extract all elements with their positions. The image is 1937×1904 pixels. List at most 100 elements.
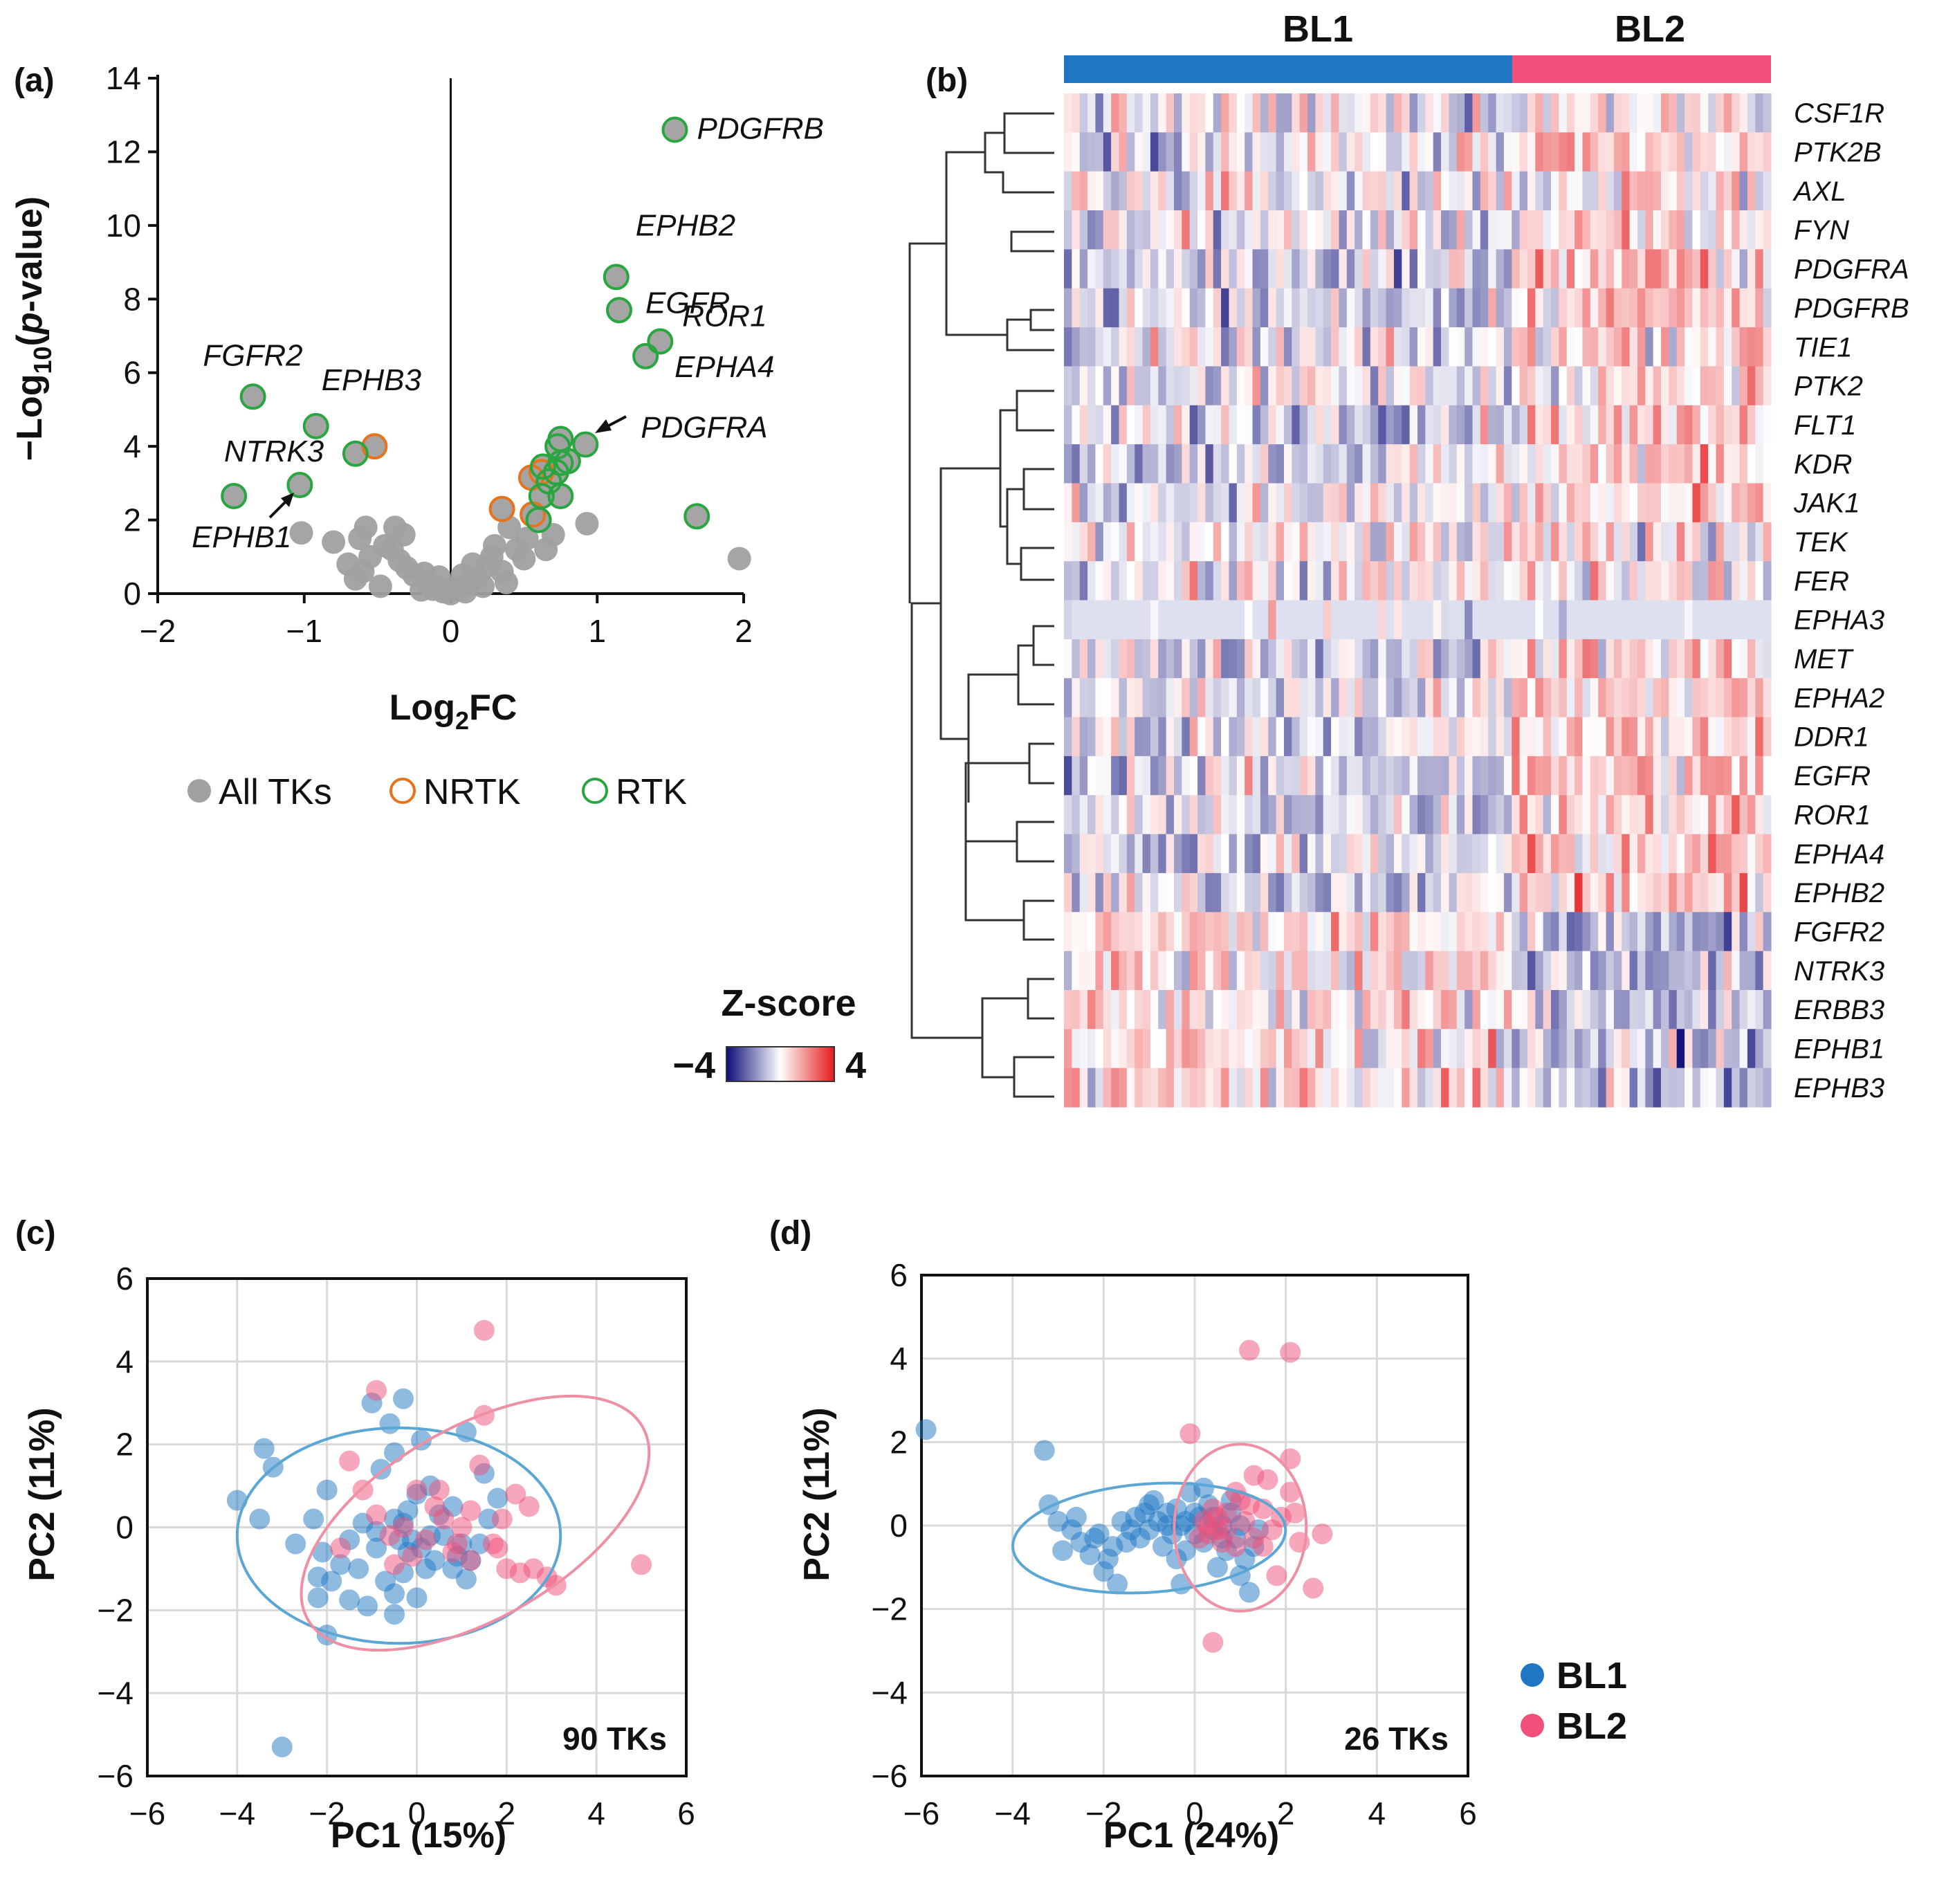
heatmap-cell	[1095, 639, 1104, 679]
heatmap-cell	[1370, 522, 1379, 562]
heatmap-cells	[1064, 93, 1772, 1108]
heatmap-cell	[1126, 795, 1135, 835]
heatmap-cell	[1299, 327, 1308, 367]
heatmap-cell	[1229, 288, 1238, 328]
heatmap-cell	[1221, 288, 1230, 328]
heatmap-cell	[1417, 522, 1426, 562]
heatmap-cell	[1292, 834, 1301, 874]
heatmap-cell	[1441, 405, 1450, 445]
y-tick-label: 0	[116, 1510, 134, 1546]
heatmap-cell	[1433, 795, 1442, 835]
heatmap-cell	[1307, 483, 1316, 523]
heatmap-cell	[1535, 327, 1544, 367]
heatmap-cell	[1221, 561, 1230, 601]
heatmap-cell	[1229, 912, 1238, 952]
heatmap-cell	[1315, 1029, 1324, 1069]
heatmap-cell	[1205, 756, 1214, 796]
heatmap-cell	[1708, 872, 1717, 913]
heatmap-cell	[1393, 288, 1402, 328]
heatmap-cell	[1331, 132, 1340, 172]
heatmap-cell	[1173, 912, 1182, 952]
heatmap-cell	[1173, 717, 1182, 757]
heatmap-cell	[1629, 405, 1638, 445]
heatmap-cell	[1307, 171, 1316, 211]
heatmap-cell	[1229, 444, 1238, 484]
heatmap-cell	[1425, 795, 1434, 835]
heatmap-cell	[1598, 288, 1607, 328]
heatmap-cell	[1661, 132, 1669, 172]
heatmap-cell	[1613, 989, 1622, 1029]
heatmap-cell	[1315, 522, 1324, 562]
heatmap-cell	[1339, 1029, 1348, 1069]
heatmap-cell	[1433, 327, 1442, 367]
heatmap-cell	[1519, 872, 1528, 913]
heatmap-cell	[1197, 171, 1206, 211]
heatmap-cell	[1307, 1068, 1316, 1108]
heatmap-cell	[1166, 288, 1175, 328]
heatmap-cell	[1661, 600, 1669, 640]
heatmap-cell	[1409, 483, 1418, 523]
point-all-tks	[362, 434, 387, 459]
heatmap-cell	[1582, 717, 1591, 757]
heatmap-cell	[1723, 132, 1732, 172]
heatmap-cell	[1221, 912, 1230, 952]
heatmap-cell	[1087, 912, 1096, 952]
heatmap-cell	[1692, 600, 1701, 640]
heatmap-cell	[1126, 912, 1135, 952]
heatmap-cell	[1551, 210, 1559, 250]
heatmap-cell	[1221, 639, 1230, 679]
legend-bl1-marker	[1521, 1663, 1544, 1687]
heatmap-cell	[1252, 132, 1261, 172]
heatmap-cell	[1299, 210, 1308, 250]
heatmap-cell	[1684, 600, 1693, 640]
heatmap-cell	[1637, 366, 1646, 406]
heatmap-cell	[1111, 912, 1120, 952]
heatmap-cell	[1582, 522, 1591, 562]
point-rtk	[302, 412, 329, 439]
heatmap-cell	[1488, 989, 1497, 1029]
row-label: PDGFRA	[1794, 255, 1909, 285]
heatmap-cell	[1362, 210, 1371, 250]
heatmap-cell	[1213, 132, 1222, 172]
heatmap-cell	[1676, 132, 1685, 172]
row-label: FLT1	[1794, 410, 1856, 441]
heatmap-cell	[1315, 795, 1324, 835]
heatmap-cell	[1661, 912, 1669, 952]
heatmap-cell	[1197, 756, 1206, 796]
heatmap-cell	[1370, 912, 1379, 952]
heatmap-cell	[1158, 989, 1167, 1029]
heatmap-cell	[1755, 989, 1764, 1029]
heatmap-cell	[1402, 288, 1411, 328]
heatmap-cell	[1755, 834, 1764, 874]
heatmap-cell	[1079, 912, 1088, 952]
heatmap-cell	[1268, 249, 1277, 289]
heatmap-cell	[1622, 912, 1631, 952]
heatmap-cell	[1575, 171, 1583, 211]
heatmap-cell	[1182, 93, 1191, 133]
heatmap-cell	[1087, 210, 1096, 250]
heatmap-cell	[1708, 1029, 1717, 1069]
heatmap-cell	[1716, 210, 1725, 250]
heatmap-cell	[1763, 912, 1772, 952]
heatmap-cell	[1543, 522, 1552, 562]
heatmap-cell	[1653, 1068, 1662, 1108]
heatmap-cell	[1598, 678, 1607, 718]
heatmap-cell	[1166, 1068, 1175, 1108]
heatmap-cell	[1268, 989, 1277, 1029]
heatmap-cell	[1582, 171, 1591, 211]
heatmap-cell	[1346, 288, 1355, 328]
heatmap-cell	[1362, 132, 1371, 172]
heatmap-cell	[1700, 366, 1709, 406]
heatmap-cell	[1488, 522, 1497, 562]
heatmap-cell	[1095, 210, 1104, 250]
heatmap-cell	[1637, 327, 1646, 367]
heatmap-cell	[1669, 132, 1678, 172]
heatmap-cell	[1268, 639, 1277, 679]
heatmap-cell	[1276, 327, 1285, 367]
heatmap-cell	[1079, 600, 1088, 640]
heatmap-cell	[1559, 444, 1568, 484]
heatmap-cell	[1669, 1068, 1678, 1108]
heatmap-cell	[1582, 1029, 1591, 1069]
point-bl2	[330, 1537, 351, 1559]
